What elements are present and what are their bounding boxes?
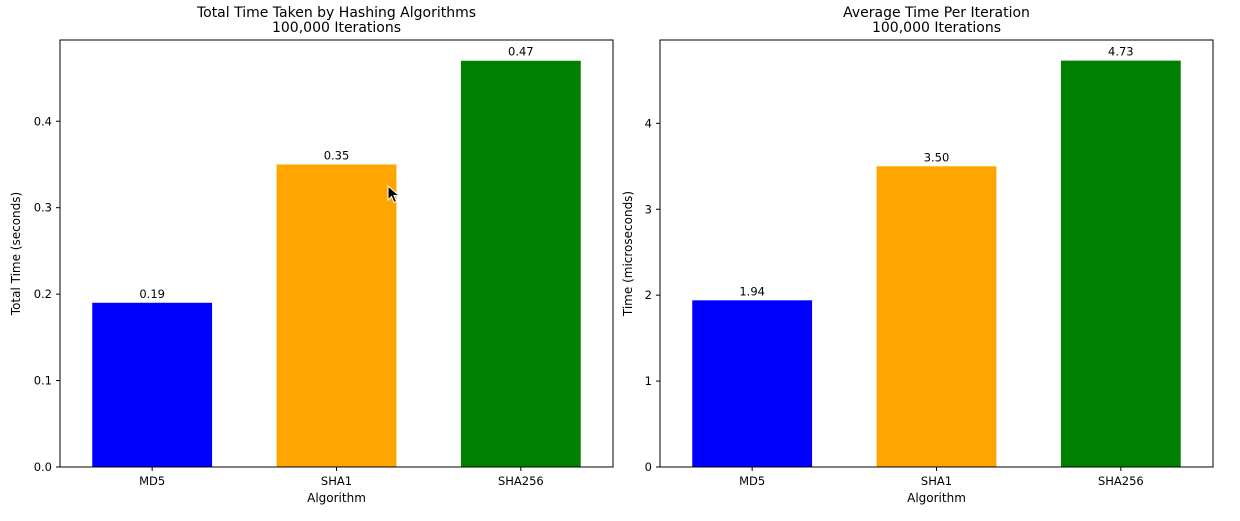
chart-title: Average Time Per Iteration [843,5,1030,21]
y-tick-label: 0.4 [34,114,52,128]
y-tick-label: 0.2 [34,287,52,301]
bar-md5 [692,300,813,467]
y-tick-label: 0.3 [34,201,52,215]
x-axis-label: Algorithm [907,491,966,505]
bar-sha1 [876,166,997,467]
x-tick-label: MD5 [139,474,165,488]
y-tick-label: 0.1 [34,374,52,388]
data-label: 1.94 [739,284,765,298]
y-tick-label: 0 [645,460,652,474]
data-label: 0.35 [324,148,350,162]
x-tick-label: SHA1 [921,474,952,488]
data-label: 3.50 [924,150,950,164]
x-axis-label: Algorithm [307,491,366,505]
y-tick-label: 2 [645,288,652,302]
chart-2: 1.94 3.50 4.73 0 1 2 3 4 MD5 SHA1 SHA256 Average Ti… [621,5,1214,505]
chart-1: 0.19 0.35 0.47 0.0 0.1 0.2 0.3 0.4 MD5 SHA1 SHA256… [9,5,614,505]
y-tick-label: 4 [645,116,652,130]
y-tick-label: 0.0 [34,460,52,474]
bar-sha1 [276,164,397,467]
chart-subtitle: 100,000 Iterations [872,20,1001,36]
data-label: 0.47 [508,45,534,59]
x-tick-label: SHA256 [1098,474,1144,488]
chart-subtitle: 100,000 Iterations [272,20,401,36]
data-label: 4.73 [1108,45,1134,59]
chart-title: Total Time Taken by Hashing Algorithms [196,5,476,21]
y-axis-label: Time (microseconds) [621,191,635,317]
y-tick-label: 3 [645,202,652,216]
arrow-cursor-icon [387,185,401,204]
bar-sha256 [460,60,581,468]
bar-md5 [92,302,213,467]
y-tick-label: 1 [645,374,652,388]
y-axis-label: Total Time (seconds) [9,192,23,316]
bar-sha256 [1060,60,1181,467]
x-tick-label: SHA256 [498,474,544,488]
x-tick-label: MD5 [739,474,765,488]
data-label: 0.19 [139,287,165,301]
x-tick-label: SHA1 [321,474,352,488]
